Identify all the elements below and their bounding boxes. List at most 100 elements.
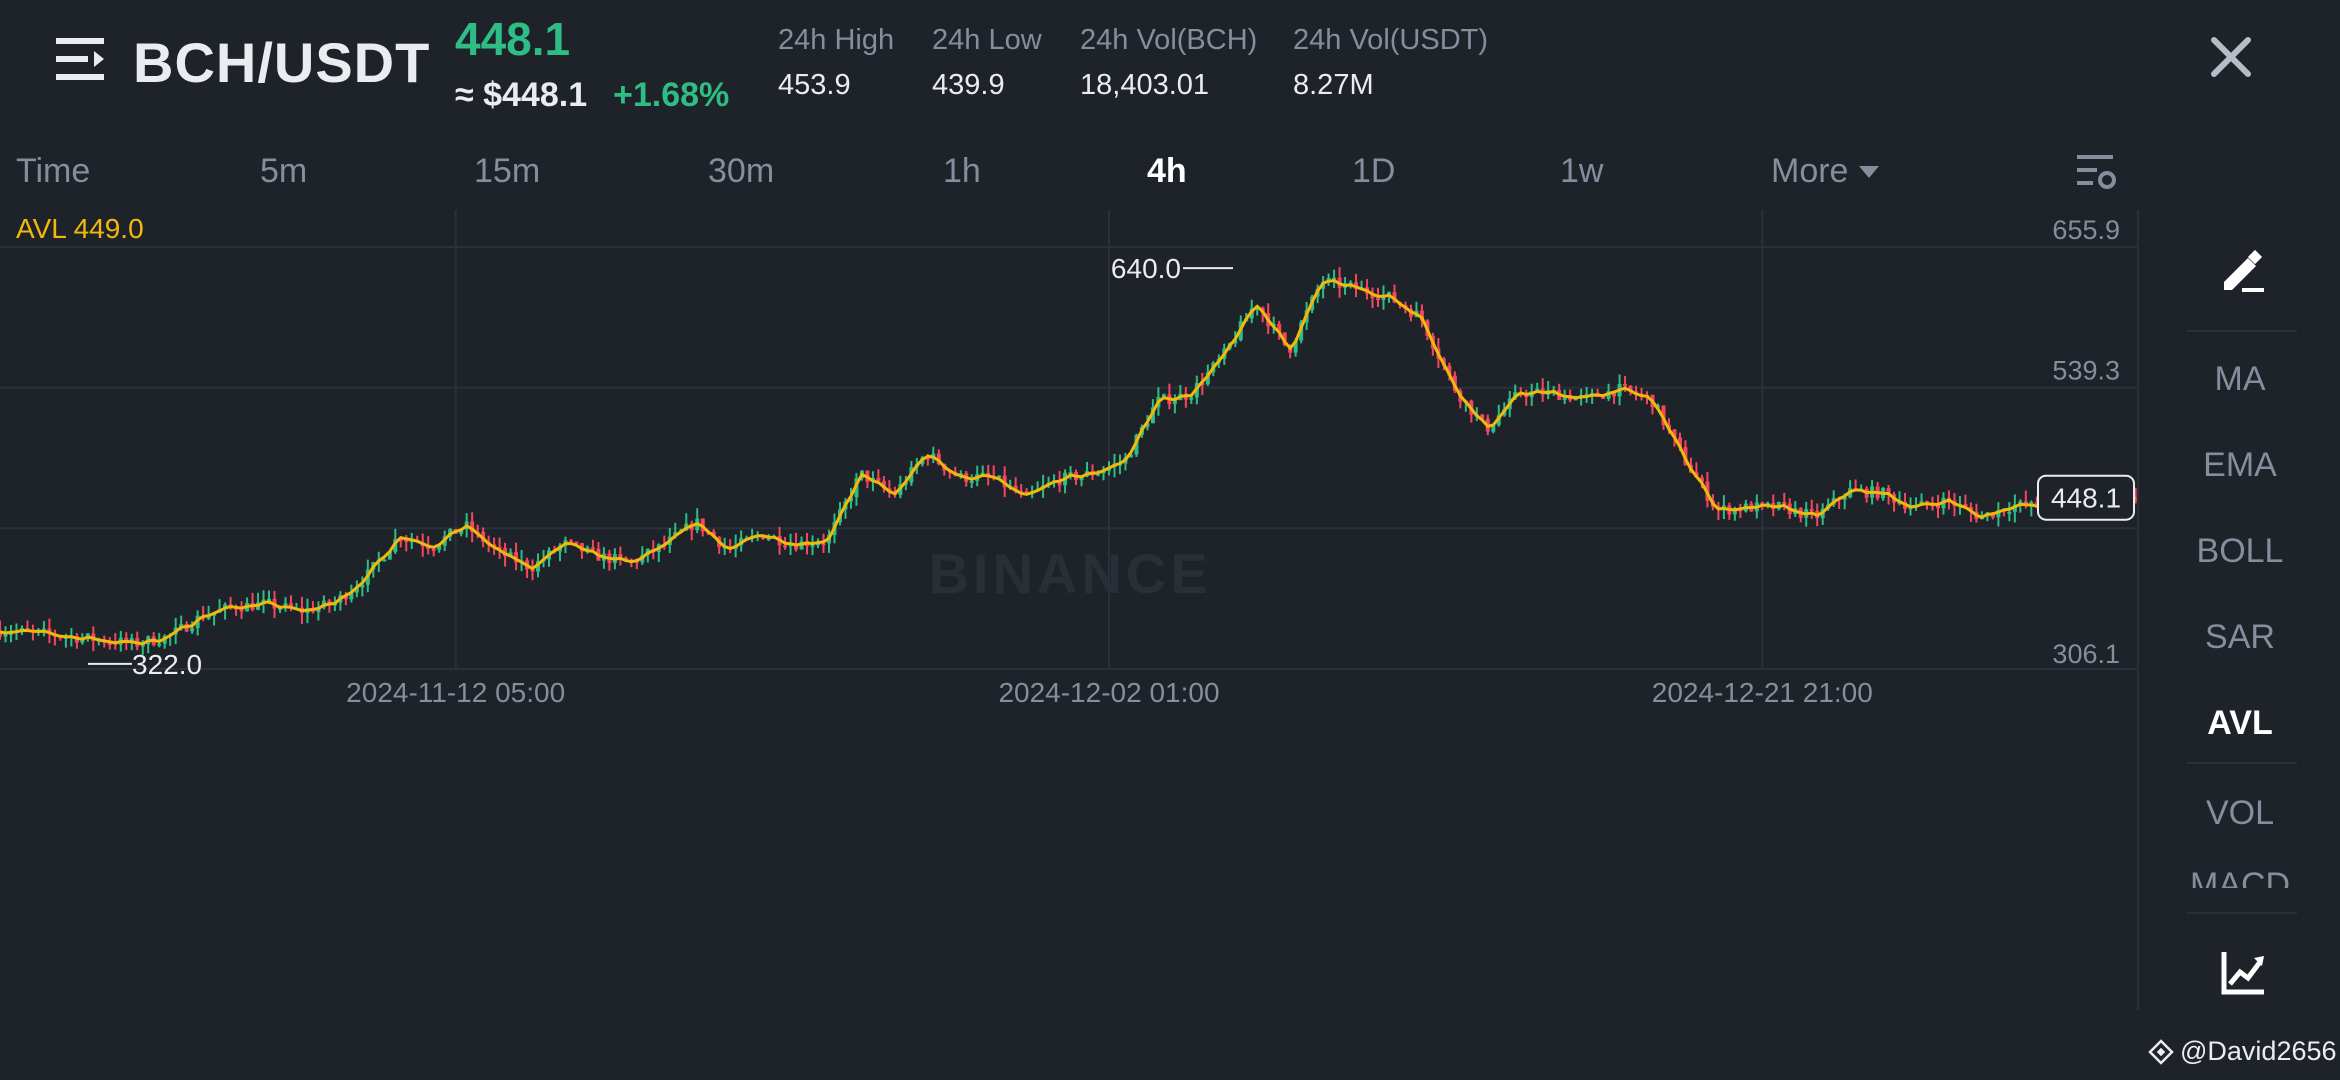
tab-1h[interactable]: 1h [943, 152, 981, 190]
candle-body [1623, 383, 1628, 386]
candle-body [1348, 282, 1353, 285]
tab-1d[interactable]: 1D [1352, 152, 1396, 190]
candle-body [1480, 414, 1485, 419]
x-tick-label: 2024-12-02 01:00 [998, 677, 1219, 708]
indicator-sar[interactable]: SAR [2205, 618, 2275, 656]
candle-body [1205, 372, 1210, 385]
candle-body [810, 544, 815, 547]
candle-body [431, 548, 436, 551]
candle-body [568, 540, 573, 543]
high-marker-label: 640.0 [1111, 253, 1181, 284]
candle-body [1601, 396, 1606, 399]
low-marker-label: 322.0 [132, 649, 202, 680]
stat-value: 439.9 [932, 69, 1005, 101]
candle-body [437, 545, 442, 550]
candle-body [783, 545, 788, 548]
candle-body [848, 497, 853, 502]
candle-body [239, 609, 244, 612]
user-watermark: @David2656 [2148, 1036, 2337, 1067]
pair-title[interactable]: BCH/USDT [133, 31, 431, 94]
candle-body [876, 478, 881, 482]
candle-body [1172, 400, 1177, 405]
chart-type-icon[interactable] [2220, 950, 2266, 996]
binance-watermark: BINANCE [928, 542, 1211, 605]
indicator-boll[interactable]: BOLL [2196, 532, 2284, 570]
tab-time[interactable]: Time [16, 152, 91, 190]
candle-body [1128, 454, 1133, 458]
tab-1w[interactable]: 1w [1560, 152, 1604, 190]
candle-body [1150, 407, 1155, 424]
candle-body [1628, 385, 1633, 392]
candle-body [1293, 340, 1298, 353]
indicator-ema[interactable]: EMA [2203, 446, 2277, 484]
indicator-vol[interactable]: VOL [2205, 794, 2275, 832]
candle-body [382, 559, 387, 562]
tab-30m[interactable]: 30m [708, 152, 775, 190]
candle-body [1024, 491, 1029, 494]
draw-tool-icon[interactable] [2220, 248, 2266, 294]
candle-body [107, 642, 112, 645]
menu-icon[interactable] [56, 36, 112, 82]
y-tick-label: 539.3 [2052, 356, 2120, 386]
candle-body [140, 644, 145, 647]
usd-price: ≈ $448.1 [455, 76, 588, 114]
panel-separator [2187, 330, 2297, 332]
candle-body [129, 638, 134, 643]
candle-body [349, 592, 354, 600]
price-change: +1.68% [613, 76, 730, 114]
caret-down-icon [1859, 165, 1880, 178]
indicator-avl[interactable]: AVL [2207, 704, 2273, 742]
candle-body [1672, 429, 1677, 438]
candle-body [1386, 292, 1391, 295]
stat-24h-high: 24h High 453.9 [778, 24, 894, 102]
candle-body [1935, 505, 1940, 509]
indicator-macd[interactable]: MACD [2190, 866, 2290, 888]
chart-settings-icon[interactable] [2075, 152, 2119, 192]
candle-body [1277, 323, 1282, 333]
tab-more[interactable]: More [1771, 152, 1880, 191]
tab-more-label: More [1771, 152, 1849, 190]
candle-body [1376, 298, 1381, 301]
stat-value: 8.27M [1293, 69, 1374, 101]
candle-body [1145, 423, 1150, 427]
candle-body [1233, 340, 1238, 344]
candle-body [980, 472, 985, 475]
tab-5m[interactable]: 5m [260, 152, 308, 190]
stat-label: 24h Vol(USDT) [1293, 24, 1489, 56]
candle-body [618, 554, 623, 558]
candle-body [925, 457, 930, 460]
avl-indicator-label: AVL 449.0 [16, 213, 144, 244]
candle-body [354, 587, 359, 593]
low-marker: 322.0 [88, 649, 202, 680]
indicator-macd-clip: MACD [2190, 866, 2290, 888]
last-price-label: 448.1 [2051, 483, 2121, 514]
close-icon[interactable] [2208, 34, 2254, 80]
candle-body [1161, 394, 1166, 398]
candle-body [267, 598, 272, 601]
y-tick-label: 655.9 [2052, 215, 2120, 245]
stat-label: 24h High [778, 24, 895, 56]
candle-body [3, 634, 8, 637]
x-axis: 2024-11-12 05:00 2024-12-02 01:00 2024-12-… [346, 677, 1873, 708]
candle-body [508, 552, 513, 557]
candle-body [387, 551, 392, 560]
candle-body [816, 543, 821, 546]
high-marker: 640.0 [1111, 253, 1233, 284]
candle-body [343, 595, 348, 600]
candle-body [1447, 365, 1452, 376]
y-tick-label: 306.1 [2052, 639, 2120, 669]
stat-label: 24h Low [932, 24, 1042, 56]
tab-4h[interactable]: 4h [1147, 152, 1187, 190]
candle-body [470, 521, 475, 532]
candle-body [47, 628, 52, 634]
stat-value: 453.9 [778, 69, 851, 101]
stat-value: 18,403.01 [1080, 69, 1210, 101]
user-watermark-text: @David2656 [2180, 1036, 2337, 1066]
x-tick-label: 2024-12-21 21:00 [1652, 677, 1873, 708]
tab-15m[interactable]: 15m [474, 152, 541, 190]
indicator-ma[interactable]: MA [2214, 360, 2266, 398]
candle-body [404, 540, 409, 543]
candle-body [1491, 425, 1496, 432]
candle-body [1699, 477, 1704, 482]
